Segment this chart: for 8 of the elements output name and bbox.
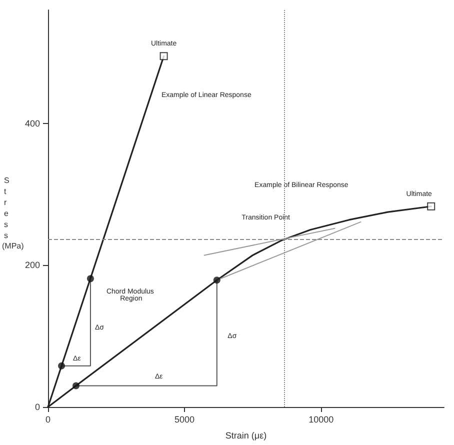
x-axis-title: Strain (με) xyxy=(225,430,267,440)
y-axis-title: Stress (MPa) xyxy=(2,176,24,250)
y-tick-label: 400 xyxy=(24,118,40,128)
x-tick-label: 10000 xyxy=(308,414,334,424)
x-tick-label: 5000 xyxy=(174,414,195,424)
y-tick-label: 200 xyxy=(24,260,40,270)
x-tick-label: 0 xyxy=(45,414,51,424)
y-tick-label: 0 xyxy=(34,402,40,412)
